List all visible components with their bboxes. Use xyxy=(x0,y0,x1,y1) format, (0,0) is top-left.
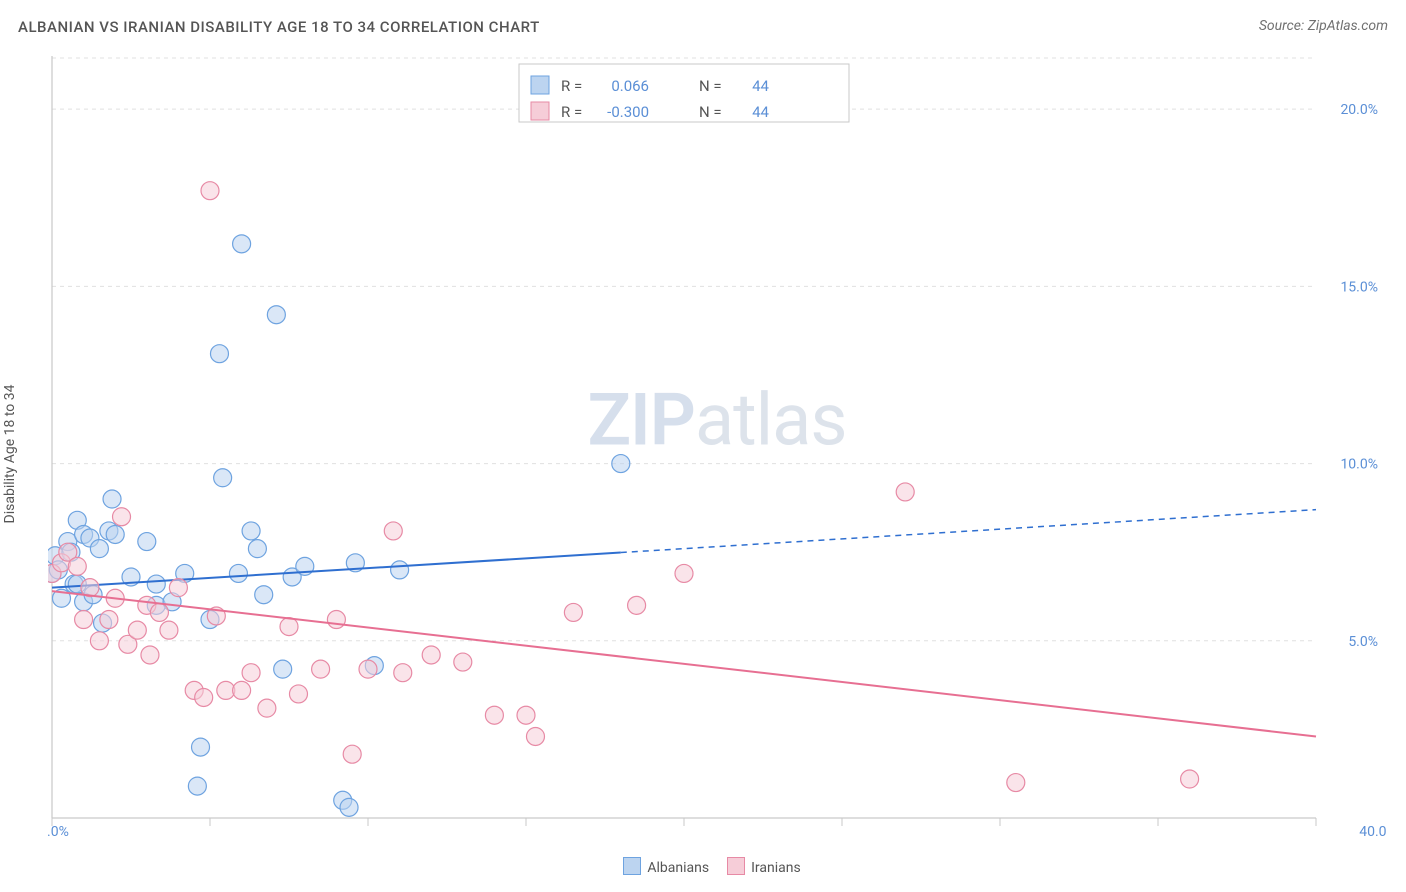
legend-label: Albanians xyxy=(647,860,709,876)
iranians-point xyxy=(422,646,440,664)
stat-legend-text: 44 xyxy=(752,103,769,121)
stat-legend-text: R = xyxy=(561,77,582,95)
iranians-point xyxy=(1007,774,1025,792)
iranians-point xyxy=(896,483,914,501)
iranians-point xyxy=(289,685,307,703)
legend-swatch xyxy=(727,857,745,875)
legend-label: Iranians xyxy=(751,860,801,876)
albanians-point xyxy=(233,235,251,253)
chart-svg: 5.0% 10.0% 15.0% 20.0% 0.0% 40.0% R = 0.066 N = 4… xyxy=(48,52,1386,836)
y-tick-label: 15.0% xyxy=(1340,279,1378,295)
iranians-point xyxy=(75,611,93,629)
iranians-point xyxy=(195,688,213,706)
stat-legend-text: N = xyxy=(699,77,722,95)
iranians-point xyxy=(564,603,582,621)
albanians-point xyxy=(210,345,228,363)
albanians-point xyxy=(612,455,630,473)
y-tick-label: 10.0% xyxy=(1340,457,1378,473)
iranians-point xyxy=(1181,770,1199,788)
legend-bottom: Albanians Iranians xyxy=(0,857,1406,876)
iranians-point xyxy=(628,596,646,614)
iranians-point xyxy=(233,681,251,699)
albanians-point xyxy=(242,522,260,540)
iranians-point xyxy=(113,508,131,526)
iranians-point xyxy=(312,660,330,678)
albanians-point xyxy=(214,469,232,487)
albanians-point xyxy=(229,564,247,582)
y-axis-label: Disability Age 18 to 34 xyxy=(2,385,18,524)
iranians-point xyxy=(128,621,146,639)
albanians-point xyxy=(248,540,266,558)
albanians-point xyxy=(106,525,124,543)
stat-legend-text: -0.300 xyxy=(607,103,649,121)
stat-legend-text: N = xyxy=(699,103,722,121)
albanians-point xyxy=(192,738,210,756)
albanians-trend-line-dashed xyxy=(621,510,1316,553)
stat-legend: R = 0.066 N = 44 R = -0.300 N = 44 xyxy=(519,64,849,122)
albanians-point xyxy=(340,798,358,816)
albanians-point xyxy=(274,660,292,678)
stat-legend-text: 44 xyxy=(752,77,769,95)
iranians-point xyxy=(327,611,345,629)
legend-swatch xyxy=(623,857,641,875)
chart-title: ALBANIAN VS IRANIAN DISABILITY AGE 18 TO… xyxy=(18,18,540,36)
iranians-point xyxy=(675,564,693,582)
x-tick-label: 40.0% xyxy=(1359,824,1386,836)
iranians-point xyxy=(90,632,108,650)
iranians-point xyxy=(343,745,361,763)
stat-legend-text: 0.066 xyxy=(611,77,649,95)
iranians-point xyxy=(359,660,377,678)
iranians-point xyxy=(280,618,298,636)
iranians-point xyxy=(141,646,159,664)
iranians-point xyxy=(169,579,187,597)
x-tick-label: 0.0% xyxy=(48,824,69,836)
iranians-point xyxy=(150,603,168,621)
albanians-point xyxy=(391,561,409,579)
iranians-point xyxy=(258,699,276,717)
albanians-point xyxy=(147,575,165,593)
iranians-trend-line xyxy=(52,591,1316,736)
albanians-point xyxy=(188,777,206,795)
iranians-point xyxy=(485,706,503,724)
y-tick-label: 20.0% xyxy=(1340,102,1378,118)
albanians-point xyxy=(255,586,273,604)
iranians-point xyxy=(384,522,402,540)
iranians-point xyxy=(68,557,86,575)
stat-legend-text: R = xyxy=(561,103,582,121)
iranians-point xyxy=(394,664,412,682)
iranians-point xyxy=(242,664,260,682)
iranians-point xyxy=(517,706,535,724)
y-tick-label: 5.0% xyxy=(1348,634,1378,650)
albanians-point xyxy=(90,540,108,558)
albanians-point xyxy=(267,306,285,324)
albanians-point xyxy=(138,533,156,551)
iranians-point xyxy=(100,611,118,629)
iranians-point xyxy=(160,621,178,639)
iranians-point xyxy=(526,727,544,745)
plot-area: ZIPatlas 5.0%10.0%15.0%20.0%0.0%40.0%R =… xyxy=(48,52,1386,836)
iranians-point xyxy=(454,653,472,671)
albanians-point xyxy=(103,490,121,508)
chart-source: Source: ZipAtlas.com xyxy=(1259,18,1388,34)
iranians-point xyxy=(201,182,219,200)
